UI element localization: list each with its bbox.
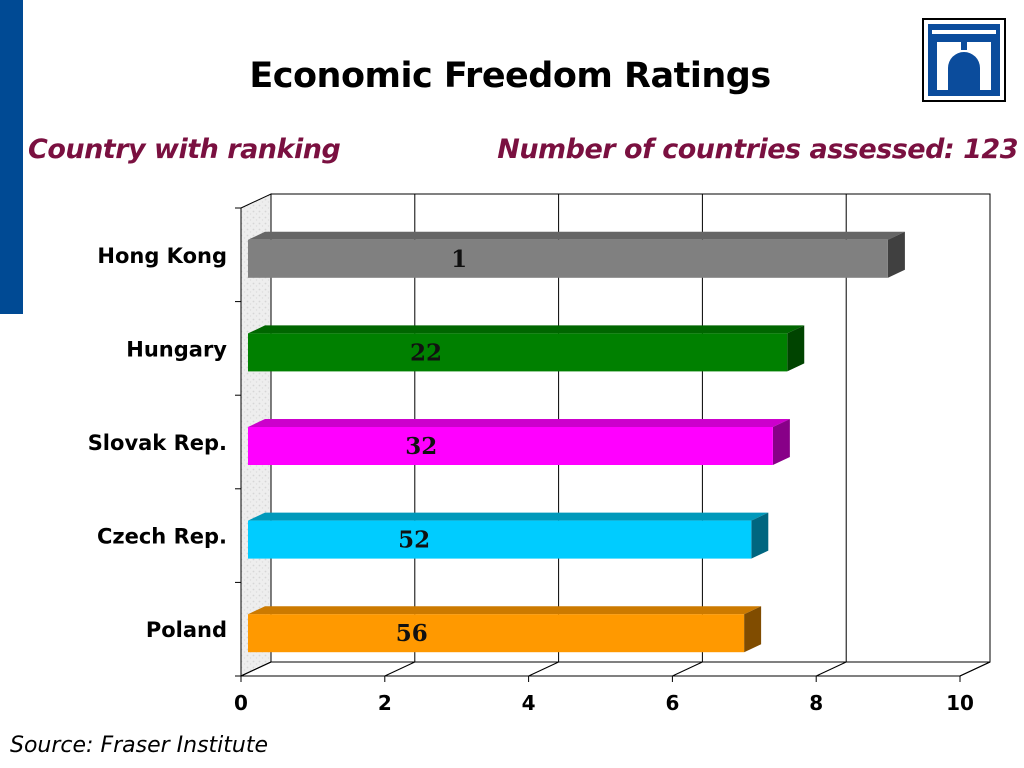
source-note: Source: Fraser Institute <box>10 733 269 758</box>
bar-front-face <box>248 333 788 372</box>
page-title: Economic Freedom Ratings <box>249 56 771 96</box>
floor-gridline <box>384 661 416 677</box>
floor-gridline <box>240 661 272 677</box>
bar-top-face <box>248 419 790 427</box>
subtitle-left: Country with ranking <box>28 134 341 165</box>
floor-gridline <box>959 661 991 677</box>
bar-data-label: 1 <box>451 246 467 273</box>
y-category-label: Slovak Rep. <box>88 431 227 455</box>
x-tick-label: 6 <box>665 691 679 715</box>
bar-side-face <box>787 325 805 372</box>
bar-side-face <box>751 512 769 559</box>
bar-front-face <box>248 239 888 278</box>
y-category-label: Hong Kong <box>97 244 227 268</box>
bar-czech-rep: 52 <box>248 512 769 559</box>
x-axis: 0 2 4 6 8 10 <box>234 675 974 715</box>
bar-front-face <box>248 427 773 465</box>
bar-data-label: 22 <box>410 339 442 366</box>
bar-data-label: 32 <box>405 433 437 460</box>
chart-floor <box>240 661 991 677</box>
floor-gridline <box>672 661 703 677</box>
bar-top-face <box>248 231 905 240</box>
left-accent-bar <box>0 0 23 314</box>
bar-side-face <box>887 231 905 278</box>
bar-front-face <box>248 614 745 653</box>
bar-top-face <box>248 512 769 521</box>
bar-data-label: 56 <box>396 620 428 647</box>
bar-hungary: 22 <box>248 325 805 372</box>
y-category-label: Czech Rep. <box>97 525 227 549</box>
x-tick-label: 2 <box>378 691 392 715</box>
bar-side-face <box>744 606 762 653</box>
bar-slovak-rep: 32 <box>248 419 790 465</box>
subtitle-right: Number of countries assessed: 123 <box>497 134 1018 165</box>
bar-data-label: 52 <box>398 527 430 554</box>
bridge-logo-icon <box>922 18 1006 102</box>
y-category-label: Poland <box>146 618 227 642</box>
bar-top-face <box>248 325 805 334</box>
y-axis: Hong Kong Hungary Slovak Rep. Czech Rep. Pol… <box>88 207 242 677</box>
bar-hong-kong: 1 <box>248 231 905 278</box>
x-tick-label: 8 <box>809 691 823 715</box>
x-tick-label: 10 <box>946 691 974 715</box>
bar-front-face <box>248 520 752 559</box>
x-tick-label: 4 <box>522 691 536 715</box>
floor-gridline <box>528 661 559 677</box>
bar-side-face <box>772 419 790 465</box>
bar-top-face <box>248 606 762 615</box>
x-tick-label: 0 <box>234 691 248 715</box>
floor-gridline <box>815 661 847 677</box>
y-category-label: Hungary <box>126 337 227 361</box>
chart-bars: 1 22 32 52 56 <box>248 231 905 653</box>
bar-poland: 56 <box>248 606 762 653</box>
